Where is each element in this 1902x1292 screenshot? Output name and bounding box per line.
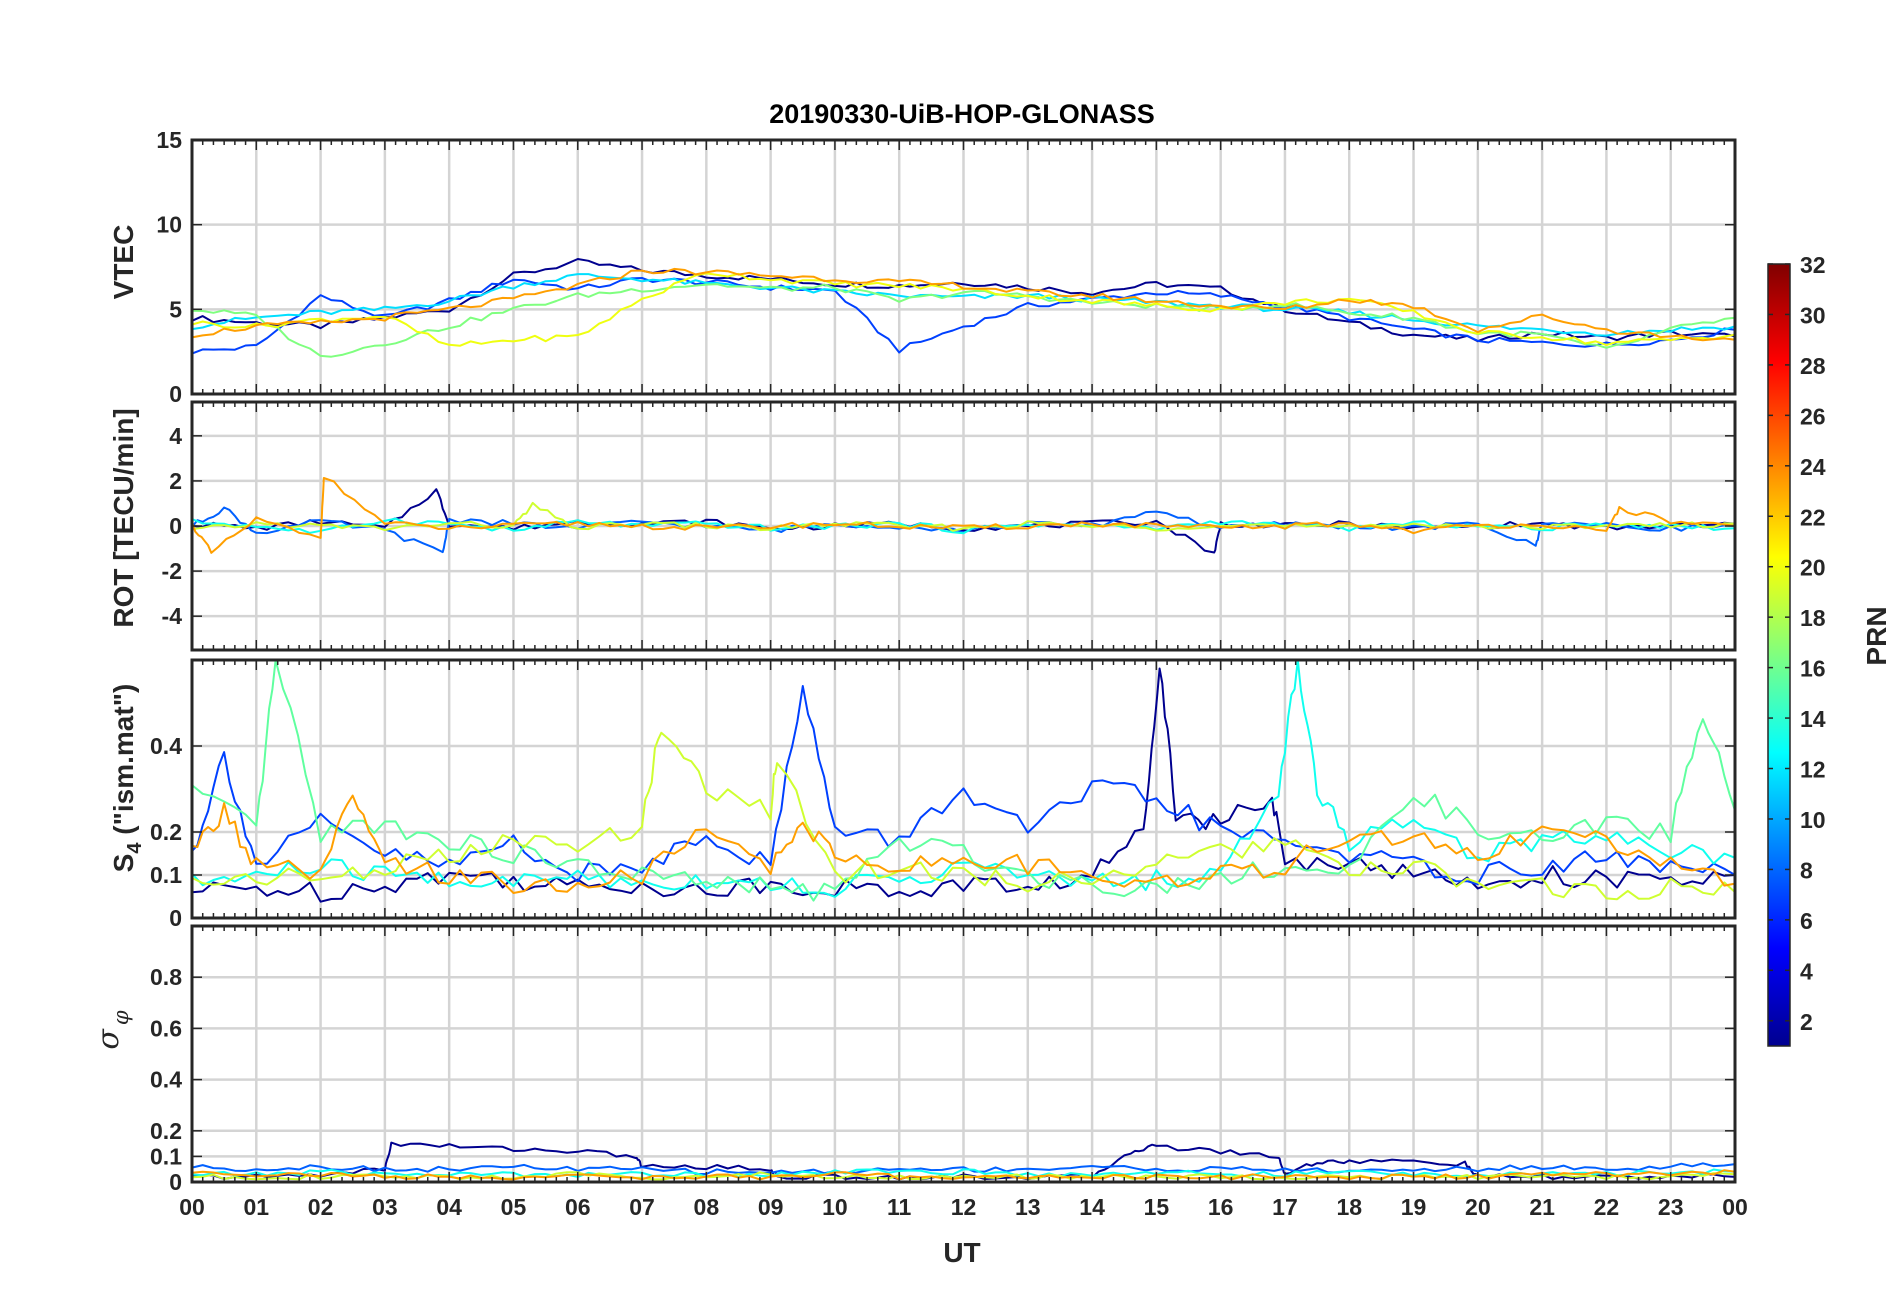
chart-title: 20190330-UiB-HOP-GLONASS — [769, 99, 1155, 129]
x-tick-label: 15 — [1144, 1194, 1170, 1220]
x-tick-label: 20 — [1465, 1194, 1491, 1220]
y-tick-label-rot: 4 — [169, 423, 182, 449]
y-tick-label-s4: 0.1 — [150, 862, 182, 888]
x-tick-label: 01 — [243, 1194, 269, 1220]
y-tick-label-rot: 2 — [169, 468, 182, 494]
vtec-y-axis-label: VTEC — [108, 225, 139, 300]
y-tick-label-vtec: 5 — [169, 296, 182, 322]
y-tick-label-rot: -4 — [162, 603, 183, 629]
colorbar-tick-label: 2 — [1800, 1009, 1813, 1035]
phi-subscript: φ — [109, 1010, 133, 1025]
s4-ylabel-main: S — [108, 854, 139, 873]
series-line-s4-prn-23 — [191, 794, 1736, 894]
series-line-rot-prn-7 — [191, 506, 1736, 554]
colorbar-tick-label: 12 — [1800, 757, 1826, 783]
x-tick-label: 06 — [565, 1194, 591, 1220]
series-line-s4-prn-16 — [191, 659, 1736, 902]
x-tick-label: 19 — [1401, 1194, 1427, 1220]
colorbar-tick-label: 22 — [1800, 504, 1826, 530]
series-line-rot-prn-23 — [191, 477, 1736, 554]
y-tick-label-rot: -2 — [162, 558, 182, 584]
x-tick-label: 00 — [179, 1194, 205, 1220]
x-tick-label: 09 — [758, 1194, 784, 1220]
s4-ylabel-subscript: 4 — [124, 842, 146, 854]
x-tick-label: 18 — [1336, 1194, 1362, 1220]
rot-y-axis-label: ROT [TECU/min] — [108, 408, 139, 627]
colorbar-tick-label: 8 — [1800, 857, 1813, 883]
x-tick-label: 10 — [822, 1194, 848, 1220]
colorbar-tick-label: 24 — [1800, 454, 1826, 480]
colorbar-gradient — [1767, 263, 1791, 1047]
x-tick-label: 03 — [372, 1194, 398, 1220]
y-tick-label-sigma_phi: 0.1 — [150, 1143, 182, 1169]
x-tick-label: 13 — [1015, 1194, 1041, 1220]
x-tick-label: 22 — [1594, 1194, 1620, 1220]
series-line-vtec-prn-12 — [191, 273, 1736, 337]
x-tick-label: 12 — [951, 1194, 977, 1220]
sigma-phi-y-axis-label: σφ — [91, 1010, 133, 1049]
s4-y-axis-label: S4 ("ism.mat") — [108, 684, 146, 873]
x-tick-label: 14 — [1079, 1194, 1105, 1220]
series-line-vtec-prn-23 — [191, 267, 1736, 342]
series-line-sigma_phi-prn-7 — [191, 1162, 1736, 1175]
x-tick-label: 07 — [629, 1194, 655, 1220]
y-tick-label-s4: 0.2 — [150, 819, 182, 845]
x-tick-label: 21 — [1529, 1194, 1555, 1220]
colorbar-tick-label: 32 — [1800, 252, 1826, 278]
colorbar-tick-label: 26 — [1800, 403, 1826, 429]
x-tick-label: 11 — [887, 1194, 912, 1220]
x-tick-label: 08 — [694, 1194, 720, 1220]
y-tick-label-vtec: 0 — [169, 381, 182, 407]
x-tick-label: 23 — [1658, 1194, 1684, 1220]
y-tick-label-s4: 0 — [169, 905, 182, 931]
colorbar-tick-label: 16 — [1800, 656, 1826, 682]
y-tick-label-vtec: 15 — [156, 127, 182, 153]
y-tick-label-sigma_phi: 0.2 — [150, 1118, 182, 1144]
colorbar-tick-label: 20 — [1800, 555, 1826, 581]
x-axis-label: UT — [943, 1237, 980, 1268]
s4-ylabel-suffix: ("ism.mat") — [108, 684, 139, 843]
x-tick-label: 02 — [308, 1194, 334, 1220]
series-line-vtec-prn-6 — [191, 277, 1736, 355]
colorbar-tick-label: 10 — [1800, 807, 1826, 833]
colorbar-tick-label: 6 — [1800, 908, 1813, 934]
x-tick-label: 04 — [436, 1194, 462, 1220]
x-tick-label: 16 — [1208, 1194, 1234, 1220]
colorbar-tick-label: 30 — [1800, 302, 1826, 328]
y-tick-label-sigma_phi: 0.8 — [150, 964, 182, 990]
colorbar-tick-label: 4 — [1800, 958, 1813, 984]
series-line-s4-prn-2 — [191, 667, 1736, 903]
sigma-symbol: σ — [91, 1028, 126, 1050]
y-tick-label-s4: 0.4 — [150, 733, 182, 759]
colorbar-label: PRN — [1861, 606, 1892, 665]
series-line-s4-prn-6 — [191, 685, 1736, 886]
x-tick-label: 00 — [1722, 1194, 1748, 1220]
colorbar-tick-label: 18 — [1800, 605, 1826, 631]
colorbar-tick-label: 28 — [1800, 353, 1826, 379]
x-tick-label: 05 — [501, 1194, 527, 1220]
y-tick-label-sigma_phi: 0.4 — [150, 1067, 182, 1093]
colorbar-tick-label: 14 — [1800, 706, 1826, 732]
x-tick-label: 17 — [1272, 1194, 1298, 1220]
y-tick-label-rot: 0 — [169, 513, 182, 539]
y-tick-label-sigma_phi: 0 — [169, 1169, 182, 1195]
y-tick-label-sigma_phi: 0.6 — [150, 1015, 182, 1041]
y-tick-label-vtec: 10 — [156, 212, 182, 238]
